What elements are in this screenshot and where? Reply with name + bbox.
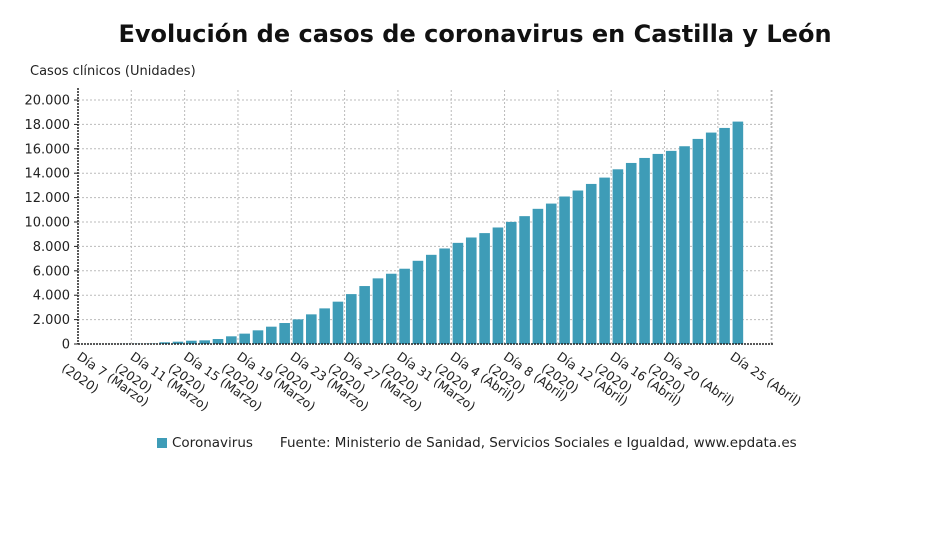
legend: Coronavirus Fuente: Ministerio de Sanida… — [157, 435, 797, 451]
y-tick-label: 16.000 — [25, 142, 71, 157]
x-tick-label: Día 25 (Abril) — [728, 349, 805, 409]
bar — [559, 196, 570, 344]
bar — [199, 340, 210, 344]
bar — [346, 294, 357, 344]
bar — [359, 286, 370, 344]
x-tick-label-line1: Día 25 (Abril) — [728, 349, 805, 409]
bar — [719, 127, 730, 344]
bar — [252, 330, 264, 344]
y-tick-label: 8.000 — [33, 240, 70, 255]
bar — [732, 121, 744, 345]
bar — [505, 221, 517, 344]
bar — [239, 333, 250, 344]
chart-title: Evolución de casos de coronavirus en Cas… — [118, 20, 832, 48]
bar — [385, 273, 397, 344]
bar — [652, 153, 664, 344]
y-tick-label: 20.000 — [25, 94, 71, 109]
bar — [319, 308, 330, 344]
bar — [172, 341, 184, 344]
bar — [372, 278, 384, 344]
bar — [572, 190, 584, 344]
y-tick-label: 0 — [62, 338, 70, 353]
bar — [532, 208, 544, 344]
bar — [585, 183, 597, 344]
bar — [212, 338, 224, 344]
y-tick-label: 18.000 — [25, 118, 71, 133]
bar — [452, 242, 464, 344]
bar — [425, 254, 437, 344]
bar — [439, 248, 450, 344]
y-tick-label: 10.000 — [25, 216, 71, 231]
bar — [159, 342, 170, 344]
bar — [266, 326, 277, 344]
bar — [519, 216, 530, 344]
bar — [399, 268, 410, 344]
legend-label: Coronavirus — [172, 435, 253, 451]
bar — [186, 340, 197, 344]
bar — [692, 138, 704, 344]
legend-swatch — [157, 438, 167, 448]
bar — [492, 227, 504, 344]
bar — [665, 150, 677, 344]
y-tick-label: 12.000 — [25, 191, 71, 206]
bar — [639, 157, 650, 344]
bar — [412, 260, 424, 344]
y-axis-label: Casos clínicos (Unidades) — [30, 64, 196, 79]
y-tick-label: 2.000 — [33, 313, 70, 328]
bar — [625, 162, 637, 344]
bar — [679, 146, 690, 344]
bar — [226, 336, 237, 344]
bar — [545, 203, 557, 344]
y-tick-label: 4.000 — [33, 289, 70, 304]
bar — [599, 177, 610, 344]
bar — [332, 301, 344, 344]
bar — [465, 237, 477, 344]
bar — [612, 169, 624, 344]
bar — [279, 323, 290, 344]
bar — [705, 132, 717, 344]
y-tick-label: 14.000 — [25, 167, 71, 182]
bar — [306, 314, 317, 344]
bar — [292, 319, 304, 344]
y-tick-label: 6.000 — [33, 264, 70, 279]
source-note: Fuente: Ministerio de Sanidad, Servicios… — [279, 435, 797, 451]
bar — [479, 233, 490, 344]
